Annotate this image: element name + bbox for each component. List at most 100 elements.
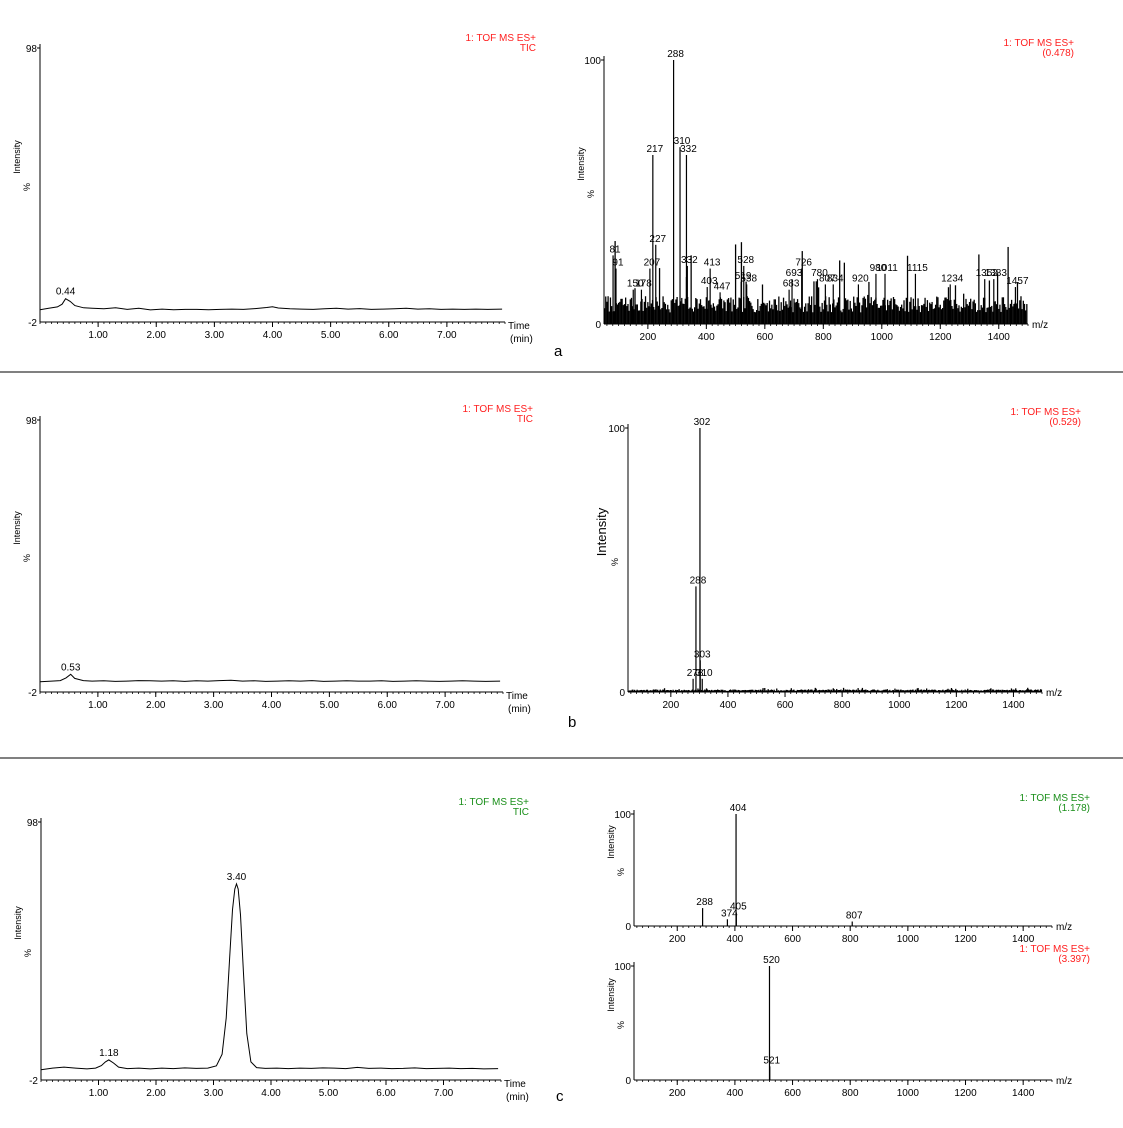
peak-label: 91: [612, 258, 624, 269]
x-tick-label: 1400: [988, 332, 1011, 343]
y-axis-unit: %: [22, 183, 32, 191]
peak-label: 447: [714, 281, 731, 292]
x-axis-label: m/z: [1046, 688, 1062, 699]
y-tick-label-top: 100: [584, 56, 601, 67]
x-tick-label: 200: [662, 700, 679, 711]
peak-label: 693: [786, 268, 803, 279]
y-axis-label: Intensity: [576, 147, 586, 181]
y-axis-label: Intensity: [12, 140, 22, 174]
peak-label: 403: [701, 276, 718, 287]
peak-label: 288: [696, 897, 713, 908]
peak-label: 1.18: [99, 1048, 119, 1059]
y-tick-label-top: 98: [26, 416, 38, 427]
x-tick-label: 1.00: [88, 700, 108, 711]
peak-label: 807: [819, 273, 836, 284]
x-axis-unit: (min): [508, 704, 531, 715]
x-tick-label: 5.00: [319, 1088, 339, 1099]
chart-title: 1: TOF MS ES+: [459, 797, 530, 808]
chart-3: 1: TOF MS ES+TIC 98 -2 Intensity% 1.00 2.00 3.…: [12, 404, 533, 715]
tic-trace: [39, 673, 501, 683]
y-axis-label: Intensity: [606, 825, 616, 859]
y-axis-label: Intensity: [606, 978, 616, 1012]
x-tick-label: 2.00: [146, 700, 166, 711]
y-tick-label-bottom: -2: [28, 688, 37, 699]
x-tick-label: 1200: [954, 1088, 977, 1099]
peak-label: 332: [680, 144, 697, 155]
peak-label: 538: [740, 273, 757, 284]
chart-title: 1: TOF MS ES+: [1004, 38, 1075, 49]
chart-title: 1: TOF MS ES+: [466, 33, 537, 44]
x-axis-label: Time: [504, 1079, 526, 1090]
tic-trace: [40, 882, 499, 1071]
x-tick-label: 1000: [888, 700, 911, 711]
peak-label: 726: [795, 258, 812, 269]
y-tick-label-top: 100: [614, 962, 631, 973]
y-tick-label-bottom: 0: [625, 922, 631, 933]
x-tick-label: 800: [842, 1088, 859, 1099]
peak-label: 278: [687, 668, 704, 679]
x-axis-unit: (min): [510, 334, 533, 345]
x-axis-label: Time: [506, 691, 528, 702]
noise-lines: [603, 241, 1028, 324]
chart-subtitle: (0.478): [1042, 48, 1074, 59]
chart-title: 1: TOF MS ES+: [1020, 944, 1091, 955]
peak-label: 374: [721, 908, 738, 919]
chart-1: 1: TOF MS ES+TIC 98 -2 Intensity% 1.00 2.00 3.…: [12, 33, 536, 345]
x-tick-label: 6.00: [376, 1088, 396, 1099]
panel-label-c: c: [556, 1088, 564, 1105]
x-tick-label: 4.00: [262, 700, 282, 711]
x-tick-label: 400: [727, 1088, 744, 1099]
y-axis-label: Intensity: [594, 507, 609, 556]
x-axis-label: m/z: [1032, 320, 1048, 331]
peak-label: 81: [610, 244, 622, 255]
tic-trace: [39, 298, 503, 311]
x-tick-label: 1200: [945, 700, 968, 711]
y-axis-unit: %: [22, 554, 32, 562]
x-tick-label: 800: [842, 934, 859, 945]
y-axis-unit: %: [23, 949, 33, 957]
y-axis-label: Intensity: [13, 906, 23, 940]
peak-label: 303: [694, 649, 711, 660]
x-tick-label: 800: [834, 700, 851, 711]
peak-label: 528: [737, 255, 754, 266]
x-tick-label: 1400: [1012, 934, 1035, 945]
x-tick-label: 1400: [1012, 1088, 1035, 1099]
y-tick-label-top: 100: [614, 810, 631, 821]
x-tick-label: 2.00: [146, 1088, 166, 1099]
y-axis-unit: %: [616, 868, 626, 876]
x-axis-label: m/z: [1056, 1076, 1072, 1087]
noise-lines: [627, 687, 1043, 692]
peak-label: 1457: [1006, 276, 1029, 287]
y-axis-label: Intensity: [12, 511, 22, 545]
x-axis-unit: (min): [506, 1092, 529, 1103]
chart-subtitle: TIC: [520, 43, 536, 54]
peak-label: 288: [667, 49, 684, 60]
panel-label-b: b: [568, 714, 576, 731]
panel-label-a: a: [554, 343, 563, 360]
peak-label: 217: [646, 144, 663, 155]
x-tick-label: 7.00: [437, 330, 457, 341]
x-axis-label: Time: [508, 321, 530, 332]
x-tick-label: 600: [784, 1088, 801, 1099]
peak-label: 3.40: [227, 872, 247, 883]
peak-label: 332: [681, 255, 698, 266]
peak-label: 1011: [876, 263, 898, 274]
peak-label: 302: [694, 417, 711, 428]
peak-label: 288: [690, 575, 707, 586]
y-axis-unit: %: [610, 558, 620, 566]
x-tick-label: 600: [777, 700, 794, 711]
peak-label: 310: [674, 136, 691, 147]
chart-5: 1: TOF MS ES+TIC 98 -2 Intensity% 1.00 2.00 3.…: [13, 797, 529, 1103]
chart-subtitle: TIC: [513, 807, 529, 818]
x-tick-label: 1200: [954, 934, 977, 945]
x-tick-label: 800: [815, 332, 832, 343]
x-axis-label: m/z: [1056, 922, 1072, 933]
chart-subtitle: (3.397): [1058, 954, 1090, 965]
peak-label: 520: [763, 955, 780, 966]
